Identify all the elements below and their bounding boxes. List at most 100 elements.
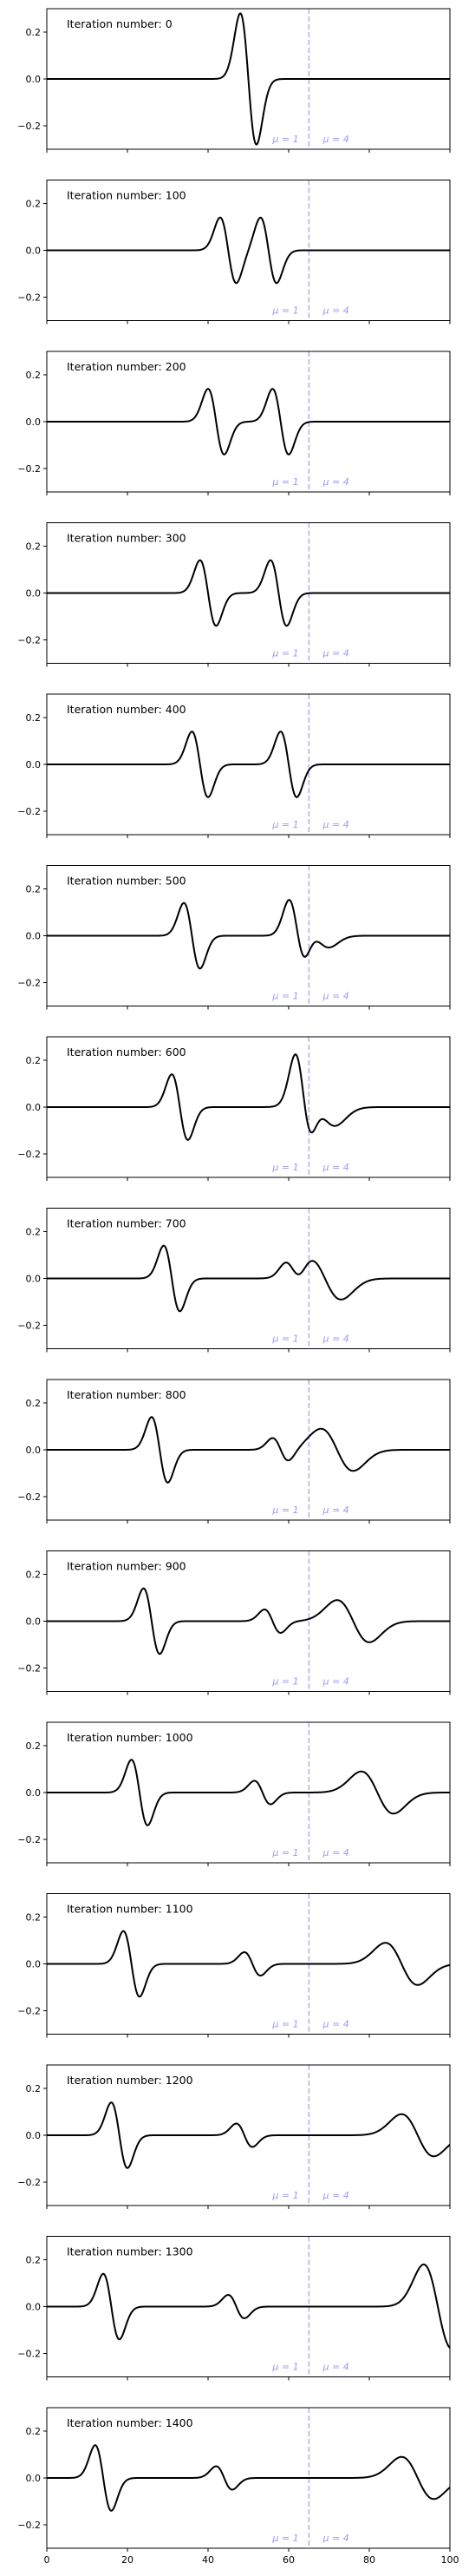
- region-label-mu4: μ = 4: [322, 134, 349, 145]
- axes-frame: [46, 1208, 451, 1349]
- wave-curve: [47, 559, 450, 627]
- y-tick-label: 0.2: [26, 27, 42, 38]
- panel-1: −0.2 0.0 0.2 μ = 1 μ = 4 Iteration number: 10…: [17, 180, 451, 324]
- wave-curve: [47, 731, 450, 798]
- y-tick-label: −0.2: [17, 2177, 41, 2188]
- region-label-mu1: μ = 1: [271, 2019, 298, 2030]
- x-tick-label: 0: [44, 2554, 50, 2566]
- region-label-mu1: μ = 1: [271, 819, 298, 830]
- axes-frame: [46, 1036, 451, 1178]
- x-tick-label: 60: [283, 2554, 295, 2566]
- y-tick-label: −0.2: [17, 121, 41, 132]
- y-tick-label: −0.2: [17, 1491, 41, 1503]
- region-label-mu4: μ = 4: [322, 2190, 349, 2201]
- y-tick-label: 0.2: [26, 1398, 42, 1409]
- y-tick-label: 0.2: [26, 712, 42, 724]
- wave-curve: [47, 1587, 450, 1655]
- region-label-mu4: μ = 4: [322, 1504, 349, 1516]
- y-tick-label: 0.0: [26, 1787, 42, 1799]
- panel-3: −0.2 0.0 0.2 μ = 1 μ = 4 Iteration number: 30…: [17, 522, 451, 667]
- y-tick-label: 0.2: [26, 1740, 42, 1752]
- panel-10: −0.2 0.0 0.2 μ = 1 μ = 4 Iteration number: 10…: [17, 1721, 451, 1866]
- wave-curve: [47, 1244, 450, 1313]
- y-tick-label: 0.0: [26, 1616, 42, 1628]
- x-tick-label: 80: [363, 2554, 375, 2566]
- y-tick-label: −0.2: [17, 1834, 41, 1845]
- y-tick-label: 0.2: [26, 541, 42, 553]
- y-tick-label: 0.0: [26, 2473, 42, 2484]
- region-label-mu4: μ = 4: [322, 991, 349, 1002]
- iteration-label: Iteration number: 800: [67, 1388, 186, 1401]
- iteration-label: Iteration number: 600: [67, 1045, 186, 1059]
- wave-curve: [47, 388, 450, 456]
- region-label-mu1: μ = 1: [271, 1676, 298, 1688]
- region-label-mu4: μ = 4: [322, 305, 349, 317]
- iteration-label: Iteration number: 300: [67, 532, 186, 545]
- panel-8: −0.2 0.0 0.2 μ = 1 μ = 4 Iteration number: 80…: [17, 1379, 451, 1524]
- y-tick-label: 0.0: [26, 931, 42, 942]
- region-label-mu1: μ = 1: [271, 2533, 298, 2544]
- y-tick-label: 0.0: [26, 1274, 42, 1285]
- axes-frame: [46, 2407, 451, 2549]
- panel-2: −0.2 0.0 0.2 μ = 1 μ = 4 Iteration number: 20…: [17, 351, 451, 495]
- region-label-mu1: μ = 1: [271, 2190, 298, 2201]
- panel-6: −0.2 0.0 0.2 μ = 1 μ = 4 Iteration number: 60…: [17, 1036, 451, 1181]
- y-tick-label: −0.2: [17, 463, 41, 475]
- wave-curve: [47, 1930, 451, 1998]
- panel-5: −0.2 0.0 0.2 μ = 1 μ = 4 Iteration number: 50…: [17, 865, 451, 1010]
- iteration-label: Iteration number: 1000: [67, 1731, 193, 1744]
- y-tick-label: −0.2: [17, 1321, 41, 1332]
- region-label-mu4: μ = 4: [322, 2533, 349, 2544]
- panel-14: −0.2 0.0 0.2 0 20 40 60 80 100 μ = 1 μ = 4 Iteratio…: [17, 2407, 459, 2566]
- iteration-label: Iteration number: 1200: [67, 2074, 193, 2087]
- panel-13: −0.2 0.0 0.2 μ = 1 μ = 4 Iteration number: 13…: [17, 2236, 451, 2381]
- y-tick-label: 0.0: [26, 2130, 42, 2141]
- region-label-mu1: μ = 1: [271, 1334, 298, 1345]
- y-tick-label: −0.2: [17, 978, 41, 989]
- y-tick-label: −0.2: [17, 806, 41, 817]
- region-label-mu1: μ = 1: [271, 1504, 298, 1516]
- y-tick-label: 0.0: [26, 1445, 42, 1456]
- iteration-label: Iteration number: 500: [67, 875, 186, 888]
- iteration-label: Iteration number: 400: [67, 703, 186, 716]
- region-label-mu4: μ = 4: [322, 1676, 349, 1688]
- axes-frame: [46, 522, 451, 664]
- y-tick-label: −0.2: [17, 1663, 41, 1675]
- panel-7: −0.2 0.0 0.2 μ = 1 μ = 4 Iteration number: 70…: [17, 1208, 451, 1353]
- axes-frame: [46, 180, 451, 321]
- iteration-label: Iteration number: 200: [67, 360, 186, 373]
- wave-curve: [47, 1053, 450, 1141]
- axes-frame: [46, 351, 451, 493]
- y-tick-label: 0.2: [26, 2083, 42, 2094]
- y-tick-label: −0.2: [17, 635, 41, 646]
- region-label-mu1: μ = 1: [271, 476, 298, 488]
- wave-curve: [47, 899, 450, 970]
- region-label-mu4: μ = 4: [322, 819, 349, 830]
- y-tick-label: 0.2: [26, 1912, 42, 1924]
- iteration-label: Iteration number: 1100: [67, 1903, 193, 1916]
- region-label-mu1: μ = 1: [271, 991, 298, 1002]
- x-tick-label: 20: [121, 2554, 134, 2566]
- region-label-mu1: μ = 1: [271, 2362, 298, 2373]
- x-tick-label: 40: [202, 2554, 214, 2566]
- y-tick-label: 0.0: [26, 416, 42, 428]
- axes-frame: [46, 865, 451, 1006]
- region-label-mu4: μ = 4: [322, 476, 349, 488]
- axes-frame: [46, 1721, 451, 1864]
- panel-4: −0.2 0.0 0.2 μ = 1 μ = 4 Iteration number: 40…: [17, 693, 451, 838]
- iteration-label: Iteration number: 0: [67, 17, 173, 30]
- y-tick-label: 0.2: [26, 1055, 42, 1066]
- iteration-label: Iteration number: 1300: [67, 2245, 193, 2258]
- region-label-mu4: μ = 4: [322, 2019, 349, 2030]
- iteration-label: Iteration number: 700: [67, 1217, 186, 1230]
- y-tick-label: 0.2: [26, 199, 42, 210]
- axes-frame: [46, 2064, 451, 2206]
- wave-curve: [47, 12, 450, 146]
- wave-curve: [47, 2444, 451, 2512]
- axes-frame: [46, 2236, 451, 2377]
- iteration-label: Iteration number: 100: [67, 189, 186, 202]
- axes-frame: [46, 1550, 451, 1692]
- y-tick-label: 0.0: [26, 588, 42, 600]
- y-tick-label: −0.2: [17, 2006, 41, 2017]
